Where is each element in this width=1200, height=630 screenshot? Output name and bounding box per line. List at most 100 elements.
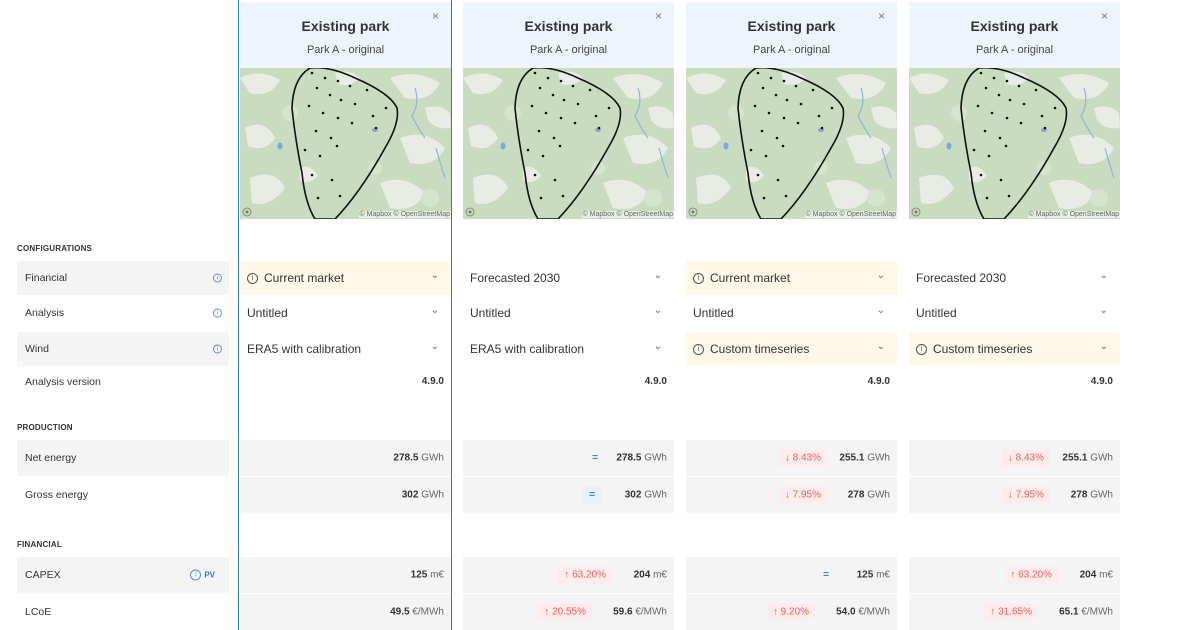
row-label-text: Financial [25, 272, 68, 284]
info-icon[interactable]: i [213, 273, 222, 283]
park-header: Existing park Park A - original × [686, 2, 897, 68]
financial-dropdown-value: Current market [264, 271, 345, 285]
gross-cell: 302 GWh [240, 477, 451, 513]
analysis-dropdown[interactable]: Untitled ⌄ [686, 296, 897, 330]
financial-dropdown-value: Forecasted 2030 [470, 271, 561, 285]
row-label-text: Gross energy [25, 489, 89, 501]
row-label-financial: Financial i [17, 261, 229, 295]
park-title: Existing park [747, 18, 836, 34]
financial-dropdown[interactable]: i Current market ⌄ [240, 261, 451, 295]
net-number: 255.1 [839, 452, 865, 464]
analysis-version-value: 4.9.0 [421, 376, 444, 387]
financial-dropdown[interactable]: Forecasted 2030 ⌄ [909, 261, 1120, 295]
row-label-text: Analysis [25, 307, 65, 319]
lcoe-unit: €/MWh [635, 606, 667, 618]
chevron-down-icon: ⌄ [653, 341, 662, 352]
chevron-down-icon: ⌄ [1099, 305, 1108, 316]
park-map[interactable] [909, 68, 1120, 219]
park-map-container[interactable]: © Mapbox © OpenStreetMap [909, 68, 1120, 219]
lcoe-unit: €/MWh [412, 606, 444, 618]
net-cell: ↓ 8.43% 255.1 GWh [909, 440, 1120, 476]
section-title-production: PRODUCTION [17, 423, 73, 432]
wind-dropdown-value: Custom timeseries [710, 342, 810, 356]
net-unit: GWh [421, 452, 444, 464]
info-icon: i [693, 343, 704, 355]
row-label-wind: Wind i [17, 332, 229, 366]
info-icon[interactable]: i [213, 344, 222, 354]
gross-cell: = 302 GWh [463, 477, 674, 513]
gross-cell: ↓ 7.95% 278 GWh [909, 477, 1120, 513]
lcoe-number: 54.0 [836, 606, 856, 618]
row-label-analysis-version: Analysis version [17, 372, 229, 392]
park-title: Existing park [524, 18, 613, 34]
lcoe-number: 59.6 [613, 606, 633, 618]
chevron-down-icon: ⌄ [876, 341, 885, 352]
info-icon: i [693, 272, 704, 284]
gross-delta-badge: = [583, 486, 601, 504]
lcoe-delta-badge: ↑ 31.65% [984, 603, 1038, 621]
park-map[interactable] [240, 68, 451, 219]
park-map-container[interactable]: © Mapbox © OpenStreetMap [240, 68, 451, 219]
close-icon[interactable]: × [431, 9, 439, 23]
capex-delta-badge: ↑ 63.20% [558, 566, 612, 584]
analysis-dropdown-value: Untitled [247, 306, 288, 320]
analysis-dropdown[interactable]: Untitled ⌄ [463, 296, 674, 330]
park-column: Existing park Park A - original × © [686, 0, 897, 630]
net-unit: GWh [867, 452, 890, 464]
analysis-dropdown[interactable]: Untitled ⌄ [909, 296, 1120, 330]
capex-unit: m€ [876, 569, 890, 581]
gross-unit: GWh [867, 489, 890, 501]
analysis-dropdown[interactable]: Untitled ⌄ [240, 296, 451, 330]
capex-unit: m€ [653, 569, 667, 581]
gross-number: 278 [847, 489, 865, 501]
chevron-down-icon: ⌄ [430, 305, 439, 316]
park-subtitle: Park A - original [975, 44, 1054, 56]
section-title-configurations: CONFIGURATIONS [17, 244, 93, 253]
mapbox-logo-icon [911, 207, 921, 217]
map-attribution[interactable]: © Mapbox © OpenStreetMap [804, 211, 897, 218]
wind-dropdown[interactable]: i Custom timeseries ⌄ [686, 332, 897, 366]
lcoe-delta-badge: ↑ 20.55% [538, 603, 592, 621]
financial-dropdown-value: Forecasted 2030 [916, 271, 1007, 285]
park-map-container[interactable]: © Mapbox © OpenStreetMap [463, 68, 674, 219]
info-icon[interactable]: i [190, 569, 202, 581]
capex-unit: m€ [430, 569, 444, 581]
park-subtitle: Park A - original [306, 44, 385, 56]
capex-number: 204 [633, 569, 651, 581]
park-header: Existing park Park A - original × [463, 2, 674, 68]
net-number: 278.5 [616, 452, 642, 464]
capex-number: 204 [1079, 569, 1097, 581]
financial-dropdown[interactable]: Forecasted 2030 ⌄ [463, 261, 674, 295]
map-attribution[interactable]: © Mapbox © OpenStreetMap [581, 211, 674, 218]
net-delta-badge: ↓ 8.43% [778, 449, 827, 467]
close-icon[interactable]: × [877, 9, 885, 23]
wind-dropdown[interactable]: ERA5 with calibration ⌄ [463, 332, 674, 366]
capex-cell: ↑ 63.20% 204 m€ [909, 557, 1120, 593]
gross-unit: GWh [421, 489, 444, 501]
chevron-down-icon: ⌄ [430, 270, 439, 281]
mapbox-logo-icon [242, 207, 252, 217]
wind-dropdown[interactable]: i Custom timeseries ⌄ [909, 332, 1120, 366]
lcoe-unit: €/MWh [858, 606, 890, 618]
analysis-dropdown-value: Untitled [693, 306, 734, 320]
financial-dropdown[interactable]: i Current market ⌄ [686, 261, 897, 295]
wind-dropdown[interactable]: ERA5 with calibration ⌄ [240, 332, 451, 366]
park-map[interactable] [686, 68, 897, 219]
row-label-text: Net energy [25, 452, 77, 464]
close-icon[interactable]: × [654, 9, 662, 23]
lcoe-cell: 49.5 €/MWh [240, 594, 451, 630]
row-label-text: CAPEX [25, 569, 61, 581]
row-label-text: LCoE [25, 606, 52, 618]
map-attribution[interactable]: © Mapbox © OpenStreetMap [358, 211, 451, 218]
info-icon[interactable]: i [213, 308, 222, 318]
park-map-container[interactable]: © Mapbox © OpenStreetMap [686, 68, 897, 219]
net-cell: 278.5 GWh [240, 440, 451, 476]
pv-indicator[interactable]: i PV [190, 569, 215, 581]
chevron-down-icon: ⌄ [1099, 270, 1108, 281]
lcoe-unit: €/MWh [1081, 606, 1113, 618]
close-icon[interactable]: × [1100, 9, 1108, 23]
gross-number: 302 [401, 489, 419, 501]
map-attribution[interactable]: © Mapbox © OpenStreetMap [1027, 211, 1120, 218]
park-map[interactable] [463, 68, 674, 219]
gross-value: 278 GWh [1071, 490, 1113, 501]
